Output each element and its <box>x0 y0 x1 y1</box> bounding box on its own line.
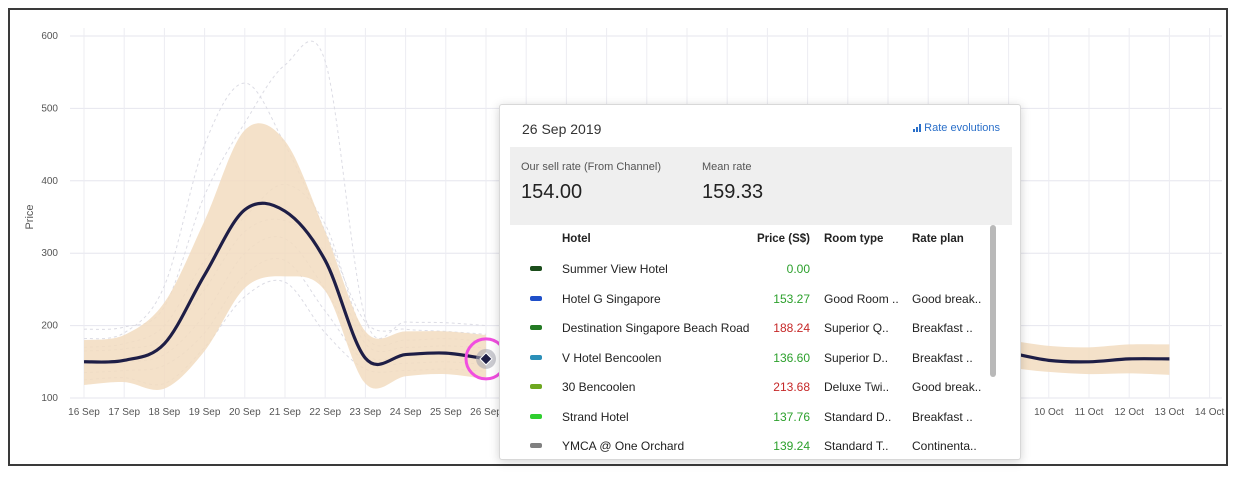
hotel-color-swatch <box>530 295 542 301</box>
table-row: Strand Hotel 137.76 Standard D.. Breakfast … <box>510 402 990 431</box>
x-tick-label: 12 Oct <box>1114 407 1144 418</box>
x-tick-label: 23 Sep <box>350 407 382 418</box>
hotel-color-swatch <box>530 266 542 271</box>
x-tick-label: 21 Sep <box>269 407 301 418</box>
table-scrollbar-thumb[interactable] <box>990 225 996 377</box>
y-tick-label: 500 <box>41 103 58 114</box>
rate-band-area <box>84 123 486 390</box>
x-tick-label: 11 Oct <box>1075 407 1104 418</box>
rate-plan: Breakfast .. <box>912 321 973 335</box>
rate-band <box>84 123 1170 390</box>
hotel-price: 0.00 <box>786 262 810 276</box>
bar-chart-icon <box>913 124 922 132</box>
hotel-price: 136.60 <box>773 350 810 365</box>
col-rate-plan: Rate plan <box>912 233 964 245</box>
table-header: Hotel Price (S$) Room type Rate plan <box>510 225 990 254</box>
room-type: Deluxe Twi.. <box>824 380 890 394</box>
hotel-name: 30 Bencoolen <box>562 380 636 394</box>
rate-plan: Good break.. <box>912 380 982 394</box>
hotel-color-swatch <box>530 443 542 448</box>
our-rate-path <box>1008 350 1170 364</box>
rate-summary: Our sell rate (From Channel) 154.00 Mean… <box>510 147 1012 225</box>
x-tick-label: 17 Sep <box>108 407 140 418</box>
rate-tooltip: 26 Sep 2019 Rate evolutions Our sell rat… <box>499 104 1021 460</box>
x-tick-label: 18 Sep <box>149 407 181 418</box>
col-room-type: Room type <box>824 233 884 245</box>
hotel-name: YMCA @ One Orchard <box>562 439 685 453</box>
sell-rate-block: Our sell rate (From Channel) 154.00 <box>521 161 661 204</box>
hotel-price: 137.76 <box>773 409 810 424</box>
x-tick-label: 10 Oct <box>1034 407 1064 418</box>
our-rate-line <box>83 201 1170 366</box>
hotel-name: Destination Singapore Beach Road <box>562 321 750 335</box>
rate-band-area <box>1008 340 1170 375</box>
hotel-name: Hotel G Singapore <box>562 291 661 306</box>
y-tick-label: 200 <box>41 321 58 332</box>
hotel-price: 139.24 <box>773 439 810 453</box>
sell-rate-value: 154.00 <box>521 181 583 203</box>
mean-rate-block: Mean rate 159.33 <box>702 161 763 204</box>
hotel-color-swatch <box>530 325 542 330</box>
marker-diamond <box>479 352 493 366</box>
mean-rate-label: Mean rate <box>702 161 752 173</box>
x-tick-label: 20 Sep <box>229 407 261 418</box>
x-tick-label: 14 Oct <box>1195 407 1225 418</box>
y-tick-label: 400 <box>41 176 58 187</box>
x-tick-label: 26 Sep <box>470 407 502 418</box>
y-axis-title: Price <box>24 204 36 229</box>
hotel-name: Summer View Hotel <box>562 262 668 276</box>
y-tick-label: 100 <box>41 393 58 404</box>
rate-evolutions-link[interactable]: Rate evolutions <box>913 122 1000 134</box>
hotel-price: 188.24 <box>773 321 810 335</box>
table-row: Hotel G Singapore 153.27 Good Room .. Good … <box>510 284 990 313</box>
room-type: Good Room .. <box>824 291 899 306</box>
hotel-color-swatch <box>530 354 542 360</box>
rate-plan: Good break.. <box>912 291 982 306</box>
y-tick-label: 300 <box>41 248 58 259</box>
rate-plan: Breakfast .. <box>912 350 973 365</box>
rate-evolutions-label: Rate evolutions <box>924 122 1000 134</box>
x-axis-ticks: 16 Sep 17 Sep 18 Sep 19 Sep 20 Sep 21 Sep 22 S… <box>68 407 1224 418</box>
tooltip-header: 26 Sep 2019 Rate evolutions <box>500 105 1020 147</box>
y-axis-ticks: 100 200 300 400 500 600 <box>41 31 58 404</box>
hotel-price: 153.27 <box>773 291 810 306</box>
our-rate-path <box>83 201 487 366</box>
x-tick-label: 16 Sep <box>68 407 100 418</box>
table-row: V Hotel Bencoolen 136.60 Superior D.. Break… <box>510 343 990 372</box>
x-tick-label: 24 Sep <box>390 407 422 418</box>
hotel-price: 213.68 <box>773 380 810 394</box>
col-hotel: Hotel <box>562 233 591 245</box>
competitor-line <box>83 40 487 339</box>
x-tick-label: 13 Oct <box>1155 407 1185 418</box>
table-row: 30 Bencoolen 213.68 Deluxe Twi.. Good break… <box>510 372 990 401</box>
room-type: Superior Q.. <box>824 321 889 335</box>
rate-plan: Continenta.. <box>912 439 977 453</box>
sell-rate-label: Our sell rate (From Channel) <box>521 161 661 173</box>
x-tick-label: 19 Sep <box>189 407 221 418</box>
rate-plan: Breakfast .. <box>912 409 973 424</box>
table-row: Summer View Hotel 0.00 <box>510 254 990 283</box>
room-type: Superior D.. <box>824 350 889 365</box>
hotel-name: V Hotel Bencoolen <box>562 350 662 365</box>
table-row: YMCA @ One Orchard 139.24 Standard T.. Cont… <box>510 431 990 459</box>
hotel-name: Strand Hotel <box>562 409 629 424</box>
x-tick-label: 25 Sep <box>430 407 462 418</box>
x-tick-label: 22 Sep <box>309 407 341 418</box>
hotel-color-swatch <box>530 413 542 419</box>
tooltip-date: 26 Sep 2019 <box>522 121 602 137</box>
col-price: Price (S$) <box>756 233 810 245</box>
room-type: Standard D.. <box>824 409 892 424</box>
room-type: Standard T.. <box>824 439 889 453</box>
y-tick-label: 600 <box>41 31 58 42</box>
mean-rate-value: 159.33 <box>702 181 764 203</box>
table-row: Destination Singapore Beach Road 188.24 Su… <box>510 313 990 342</box>
hotel-color-swatch <box>530 384 542 389</box>
